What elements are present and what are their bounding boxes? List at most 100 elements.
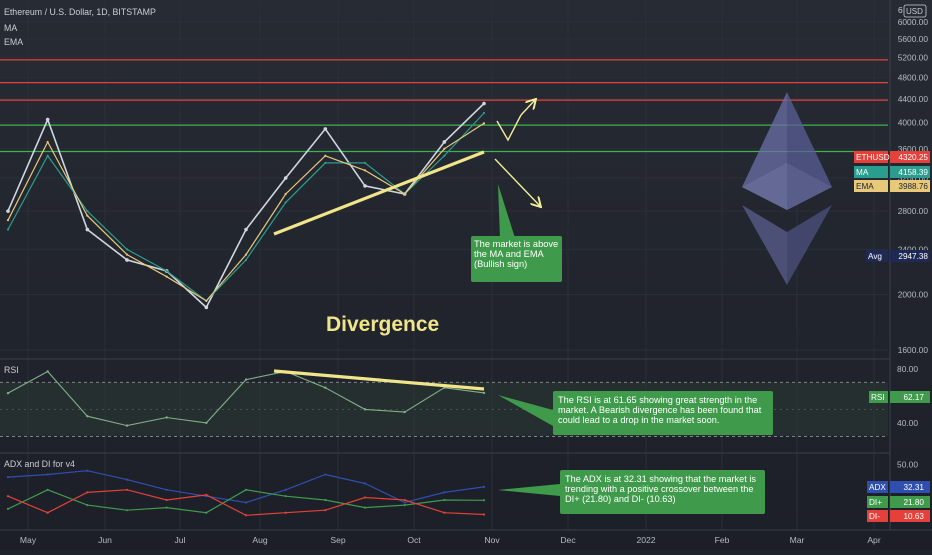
point-diplus[interactable] <box>6 507 10 511</box>
point-rsi[interactable] <box>46 370 49 373</box>
point-adx[interactable] <box>244 501 248 504</box>
point-ethusd[interactable] <box>85 227 90 232</box>
point-diminus[interactable] <box>46 511 49 514</box>
point-ema[interactable] <box>6 219 10 222</box>
point-diplus[interactable] <box>244 488 248 491</box>
point-diplus[interactable] <box>482 499 486 502</box>
point-ethusd[interactable] <box>442 140 447 144</box>
point-ethusd[interactable] <box>45 117 50 122</box>
point-adx[interactable] <box>324 473 327 476</box>
point-adx[interactable] <box>46 473 49 476</box>
horizontal-levels[interactable] <box>0 59 888 153</box>
point-ethusd[interactable] <box>363 184 367 188</box>
point-diplus[interactable] <box>363 506 367 509</box>
point-rsi[interactable] <box>363 408 367 411</box>
point-rsi[interactable] <box>6 391 10 395</box>
point-ema[interactable] <box>244 253 248 256</box>
time-axis[interactable]: May Jun Jul Aug Sep Oct Nov Dec 2022 Feb Mar Apr <box>20 535 881 545</box>
point-diminus[interactable] <box>205 493 208 497</box>
point-ma[interactable] <box>284 201 287 204</box>
point-diminus[interactable] <box>324 509 327 512</box>
point-ethusd[interactable] <box>482 101 486 106</box>
point-ma[interactable] <box>363 161 367 165</box>
point-ma[interactable] <box>324 161 327 165</box>
point-diminus[interactable] <box>6 495 10 498</box>
point-rsi[interactable] <box>403 410 406 414</box>
trendline-divergence-rsi[interactable] <box>273 369 485 391</box>
point-diplus[interactable] <box>205 511 208 514</box>
trendline-divergence-price[interactable] <box>273 150 485 236</box>
point-rsi[interactable] <box>482 391 486 395</box>
point-diplus[interactable] <box>86 503 89 507</box>
point-diplus[interactable] <box>324 498 327 502</box>
adx-pane[interactable] <box>6 469 486 517</box>
symbol-title[interactable]: Ethereum / U.S. Dollar, 1D, BITSTAMP <box>4 7 156 17</box>
point-diplus[interactable] <box>443 498 446 502</box>
point-adx[interactable] <box>165 488 168 491</box>
callout-adx[interactable]: The ADX is at 32.31 showing that the mar… <box>498 470 765 514</box>
point-ethusd[interactable] <box>6 209 10 213</box>
point-rsi[interactable] <box>324 386 327 389</box>
point-diplus[interactable] <box>284 495 287 498</box>
price-axis[interactable]: 6000.00 5600.00 5200.00 4800.00 4400.00 4000.… <box>897 17 928 508</box>
point-adx[interactable] <box>284 488 287 491</box>
point-ema[interactable] <box>324 154 327 157</box>
callout-ma-ema[interactable]: The market is above the MA and EMA (Bull… <box>471 184 562 282</box>
point-ema[interactable] <box>205 299 208 303</box>
point-ethusd[interactable] <box>323 127 328 131</box>
point-ma[interactable] <box>165 269 168 273</box>
point-ethusd[interactable] <box>204 305 209 310</box>
point-ethusd[interactable] <box>283 176 288 180</box>
indicator-ema-label[interactable]: EMA <box>4 37 23 47</box>
point-ma[interactable] <box>86 210 89 213</box>
point-adx[interactable] <box>403 501 406 504</box>
point-diminus[interactable] <box>403 498 406 502</box>
point-ethusd[interactable] <box>244 227 248 232</box>
point-ethusd[interactable] <box>125 258 129 262</box>
point-diminus[interactable] <box>86 491 89 494</box>
point-rsi[interactable] <box>86 414 89 418</box>
point-adx[interactable] <box>86 469 89 472</box>
callout-rsi[interactable]: The RSI is at 61.65 showing great streng… <box>498 391 773 435</box>
point-diminus[interactable] <box>165 498 168 502</box>
point-diplus[interactable] <box>46 488 49 491</box>
point-rsi[interactable] <box>165 416 168 419</box>
rsi-title[interactable]: RSI <box>4 365 19 375</box>
price-pane[interactable] <box>6 101 486 310</box>
indicator-ma-label[interactable]: MA <box>4 23 17 33</box>
point-adx[interactable] <box>363 482 367 485</box>
point-ema[interactable] <box>363 169 367 172</box>
point-adx[interactable] <box>443 491 446 494</box>
point-rsi[interactable] <box>244 378 248 381</box>
point-diplus[interactable] <box>165 506 168 509</box>
point-rsi[interactable] <box>125 424 129 427</box>
point-ma[interactable] <box>6 228 10 231</box>
point-ema[interactable] <box>284 192 287 196</box>
point-diminus[interactable] <box>482 513 486 516</box>
point-diminus[interactable] <box>125 488 129 491</box>
point-ma[interactable] <box>482 111 486 115</box>
point-ema[interactable] <box>46 140 49 144</box>
point-ema[interactable] <box>165 275 168 278</box>
point-adx[interactable] <box>482 485 486 488</box>
point-ma[interactable] <box>443 154 446 157</box>
point-ma[interactable] <box>46 154 49 157</box>
point-ema[interactable] <box>403 192 406 196</box>
point-ema[interactable] <box>125 253 129 256</box>
currency-button[interactable]: USD <box>903 4 927 18</box>
point-diminus[interactable] <box>443 511 446 514</box>
point-diminus[interactable] <box>284 511 287 514</box>
point-ma[interactable] <box>244 258 248 262</box>
point-ema[interactable] <box>482 122 486 125</box>
adx-title[interactable]: ADX and DI for v4 <box>4 459 75 469</box>
point-adx[interactable] <box>125 478 129 481</box>
point-ma[interactable] <box>125 248 129 251</box>
point-adx[interactable] <box>6 475 10 479</box>
point-diplus[interactable] <box>125 509 129 512</box>
point-ema[interactable] <box>443 147 446 150</box>
point-diplus[interactable] <box>403 503 406 507</box>
point-diminus[interactable] <box>244 514 248 517</box>
point-diminus[interactable] <box>363 496 367 499</box>
